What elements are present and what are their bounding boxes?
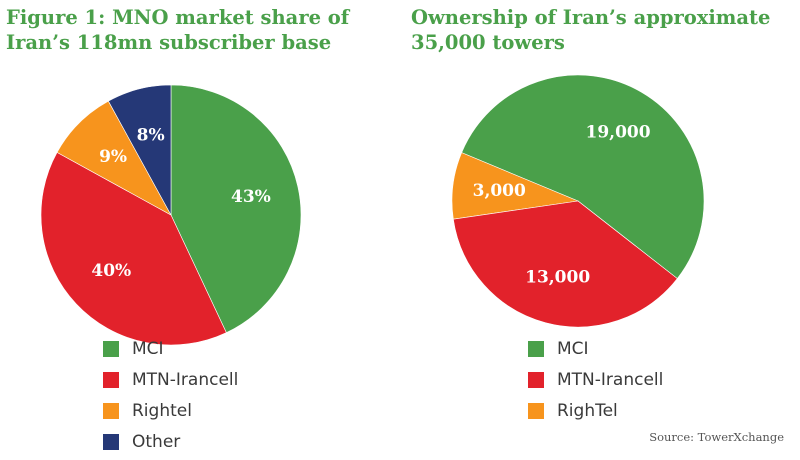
legend-swatch: [528, 403, 544, 419]
source-note: Source: TowerXchange: [649, 430, 784, 444]
legend-label: MCI: [132, 339, 164, 359]
title-line-2: Iran’s 118mn subscriber base: [6, 31, 332, 54]
pie-slice-mci: [461, 74, 705, 279]
legend-swatch: [103, 403, 119, 419]
slice-label-mtn-irancell: 40%: [91, 261, 131, 281]
slice-label-rightel: 9%: [99, 147, 127, 167]
market-share-legend: MCI MTN-Irancell Rightel Other: [103, 336, 238, 460]
legend-swatch: [103, 434, 119, 450]
legend-swatch: [528, 341, 544, 357]
title-line-2: 35,000 towers: [411, 31, 565, 54]
legend-item-rightel: Rightel: [103, 398, 238, 424]
legend-label: MTN-Irancell: [132, 370, 239, 390]
legend-item-other: Other: [103, 429, 238, 455]
chart-title-tower-ownership: Ownership of Iran’s approximate 35,000 t…: [411, 5, 770, 55]
legend-label: Other: [132, 432, 181, 452]
legend-label: Rightel: [132, 401, 192, 421]
legend-item-mci: MCI: [528, 336, 663, 362]
legend-item-mtn-irancell: MTN-Irancell: [528, 367, 663, 393]
title-line-1: Ownership of Iran’s approximate: [411, 6, 771, 29]
legend-swatch: [528, 372, 544, 388]
legend-item-rightel: RighTel: [528, 398, 663, 424]
slice-label-mci: 19,000: [586, 122, 651, 142]
legend-swatch: [103, 341, 119, 357]
pie-slice-mtn-irancell: [40, 151, 227, 346]
chart-title-market-share: Figure 1: MNO market share of Iran’s 118…: [6, 5, 349, 55]
tower-ownership-legend: MCI MTN-Irancell RighTel: [528, 336, 663, 429]
pie-slice-mtn-irancell: [452, 200, 678, 328]
legend-item-mci: MCI: [103, 336, 238, 362]
market-share-pie-chart: 43% 40% 9% 8%: [40, 84, 302, 346]
legend-label: MCI: [557, 339, 589, 359]
legend-label: RighTel: [557, 401, 618, 421]
legend-swatch: [103, 372, 119, 388]
legend-label: MTN-Irancell: [557, 370, 664, 390]
pie-slice-mci: [170, 84, 302, 334]
slice-label-mtn-irancell: 13,000: [525, 268, 590, 288]
pie-slice-other: [107, 84, 172, 216]
slice-label-other: 8%: [137, 126, 165, 146]
tower-ownership-pie-chart: 19,000 3,000 13,000: [451, 74, 705, 328]
legend-item-mtn-irancell: MTN-Irancell: [103, 367, 238, 393]
title-line-1: Figure 1: MNO market share of: [6, 6, 350, 29]
slice-label-mci: 43%: [231, 187, 271, 207]
slice-label-rightel: 3,000: [473, 181, 526, 201]
